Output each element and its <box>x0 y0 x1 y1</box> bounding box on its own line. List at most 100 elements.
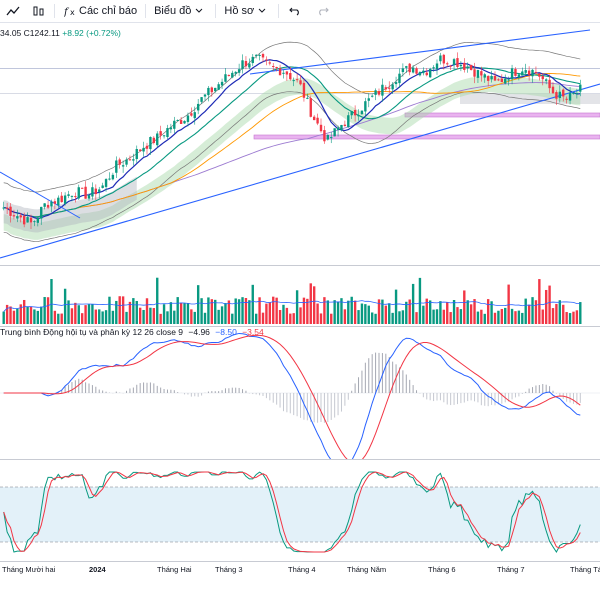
candle-body <box>234 71 237 74</box>
volume-bar <box>507 284 510 324</box>
axis-label-feb: Tháng Hai <box>157 565 192 574</box>
volume-bar <box>16 308 19 324</box>
candle-body <box>394 82 398 85</box>
axis-label-aug: Tháng Tám <box>570 565 600 574</box>
chart-type-button[interactable]: Biểu đồ <box>148 0 213 22</box>
volume-bar <box>104 310 108 324</box>
volume-bar <box>207 297 210 324</box>
volume-bar <box>91 304 94 324</box>
redo-button[interactable] <box>309 0 337 22</box>
volume-bar <box>36 310 40 324</box>
candle-body <box>77 187 80 199</box>
volume-pane[interactable] <box>0 266 600 326</box>
candle-body <box>370 95 374 97</box>
volume-bar <box>333 300 336 324</box>
volume-bar <box>551 308 555 324</box>
volume-bar <box>350 296 353 324</box>
candle-body <box>541 75 544 80</box>
undo-button[interactable] <box>281 0 309 22</box>
volume-bar <box>94 309 98 324</box>
candle-body <box>544 79 548 81</box>
price-pane[interactable] <box>0 22 600 265</box>
candle-body <box>401 68 405 73</box>
volume-bar <box>265 303 268 324</box>
candle-body <box>459 64 463 67</box>
candle-body <box>94 188 98 195</box>
candle-body <box>36 217 40 223</box>
volume-bar <box>316 303 319 324</box>
volume-bar <box>278 310 282 324</box>
candle-body <box>442 54 446 64</box>
candle-body <box>316 117 319 124</box>
volume-bar <box>418 277 422 324</box>
line-chart-icon[interactable] <box>0 0 26 22</box>
volume-bar <box>425 298 428 324</box>
candle-body <box>302 82 306 98</box>
pane-divider[interactable] <box>0 265 600 266</box>
macd-hist-value: −4.96 <box>188 327 210 337</box>
candle-body <box>5 207 9 209</box>
volume-bar <box>19 304 22 324</box>
volume-bar <box>340 298 343 324</box>
volume-bar <box>480 309 483 324</box>
candle-body <box>173 120 176 129</box>
volume-bar <box>463 290 466 324</box>
volume-bar <box>295 290 299 324</box>
profile-label: Hồ sơ <box>224 5 255 17</box>
candle-body <box>16 216 19 219</box>
candle-body <box>138 149 142 151</box>
volume-bar <box>347 300 350 324</box>
stochastic-pane[interactable] <box>0 460 600 561</box>
volume-bar <box>432 309 435 324</box>
volume-bar <box>190 309 193 324</box>
macd-label: Trung bình Động hội tụ và phân kỳ 12 26 … <box>0 327 184 337</box>
cloud <box>3 75 581 240</box>
candle-body <box>527 70 531 75</box>
candle-body <box>548 79 551 89</box>
volume-bar <box>370 312 374 324</box>
candle-body <box>555 92 558 99</box>
candle-body <box>196 103 200 111</box>
candle-body <box>377 91 381 95</box>
volume-bar <box>67 300 70 324</box>
compare-icon[interactable] <box>26 0 52 22</box>
volume-bar <box>326 300 330 324</box>
candle-body <box>63 195 67 204</box>
candle-body <box>224 74 227 82</box>
candle-body <box>534 71 538 74</box>
volume-bar <box>579 302 582 324</box>
candle-body <box>480 71 483 76</box>
pane-divider[interactable] <box>0 459 600 460</box>
candle-body <box>272 66 275 68</box>
volume-bar <box>466 300 469 324</box>
volume-bar <box>353 300 357 324</box>
candle-body <box>2 207 5 209</box>
volume-bar <box>312 286 316 324</box>
volume-bar <box>231 313 234 324</box>
volume-bar <box>514 311 517 324</box>
volume-bar <box>77 305 80 324</box>
volume-bar <box>275 297 278 324</box>
volume-bar <box>292 313 295 324</box>
volume-bar <box>74 302 77 324</box>
volume-bar <box>2 311 5 324</box>
volume-bar <box>33 309 36 324</box>
volume-bar <box>428 300 432 324</box>
time-axis[interactable]: Tháng Mười hai 2024 Tháng Hai Tháng 3 Th… <box>0 562 600 576</box>
pane-divider[interactable] <box>0 561 600 562</box>
candle-body <box>101 185 104 188</box>
volume-bar <box>272 296 275 324</box>
volume-bar <box>319 313 323 324</box>
volume-bar <box>575 310 579 324</box>
candle-body <box>323 130 326 142</box>
pane-divider[interactable] <box>0 326 600 327</box>
volume-bar <box>538 279 541 324</box>
volume-bar <box>176 297 179 324</box>
volume-bar <box>162 304 166 324</box>
volume-bar <box>5 304 9 324</box>
candle-body <box>46 204 50 208</box>
profile-button[interactable]: Hồ sơ <box>218 0 276 22</box>
volume-bar <box>115 300 118 324</box>
macd-pane[interactable] <box>0 327 600 459</box>
